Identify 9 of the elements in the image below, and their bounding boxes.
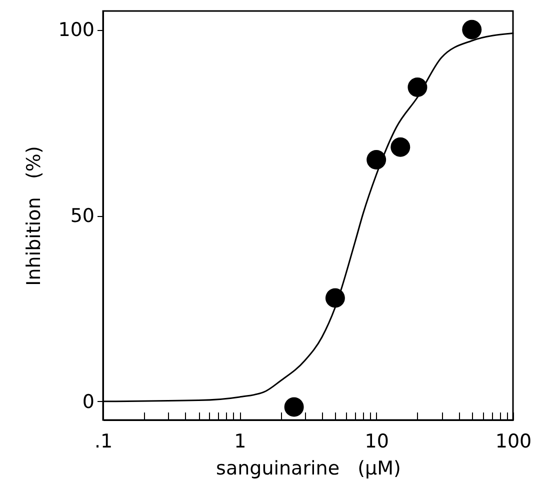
x-tick-label: .1 [94,430,113,452]
x-tick-label: 1 [234,430,246,452]
y-axis-title: Inhibition (%) [23,146,46,286]
x-tick-label: 100 [495,430,532,452]
y-tick-label: 100 [58,19,94,42]
y-tick-label: 50 [70,205,94,227]
x-axis-title: sanguinarine (µM) [216,458,401,480]
y-tick-label: 0 [82,390,94,413]
x-tick-label: 10 [364,430,389,452]
